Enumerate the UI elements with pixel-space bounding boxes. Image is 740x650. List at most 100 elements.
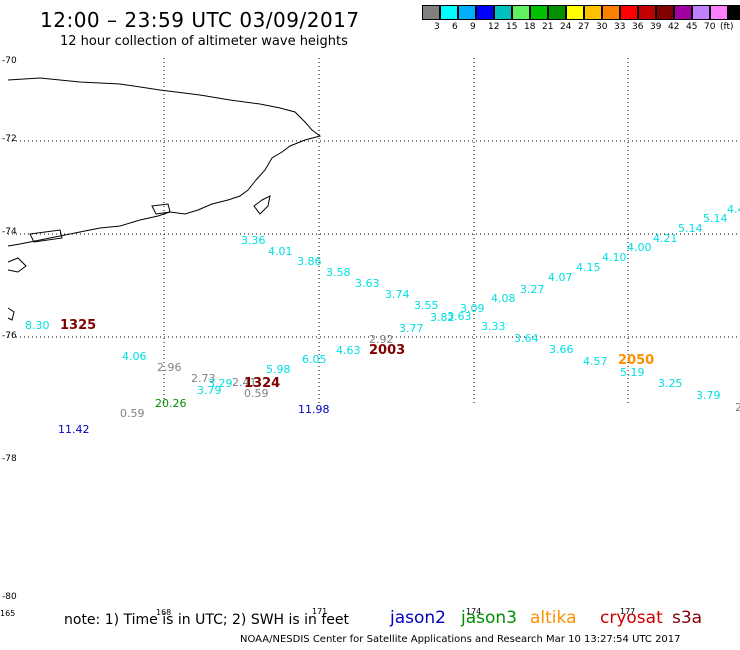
latitude-label: -74 [2,227,17,237]
legend-s3a: s3a [672,608,703,628]
scale-swatch [422,5,440,20]
scale-swatch [620,5,638,20]
wave-height-value: 2.96 [157,361,182,374]
note-text: note: 1) Time is in UTC; 2) SWH is in fe… [64,612,350,628]
wave-height-value: 3.09 [460,302,485,315]
wave-height-value: 6.05 [302,353,327,366]
latitude-label: -78 [2,454,17,464]
wave-height-value: 3.33 [481,320,506,333]
wave-height-value: 4.21 [653,232,678,245]
longitude-label: 171 [312,607,328,616]
wave-height-value: 3.74 [385,288,410,301]
scale-swatch [440,5,458,20]
wave-height-value: 3.63 [355,277,380,290]
scale-label: 30 [596,22,608,32]
scale-swatch [674,5,692,20]
wave-height-value: 3.58 [326,266,351,279]
longitude-label: 177 [620,607,636,616]
longitude-label: 165 [0,609,16,618]
wave-height-value: 11.42 [58,423,90,436]
color-scale-labels: 3 6 9 12 15 18 21 24 27 30 33 36 39 42 45 70 (ft) [422,22,740,34]
scale-label: (ft) [720,22,734,32]
scale-swatch [476,5,494,20]
wave-height-value: 3.25 [658,377,683,390]
scale-swatch [494,5,512,20]
wave-height-value: 5.19 [620,366,645,379]
longitude-label: 168 [156,608,172,617]
scale-swatch [728,5,740,20]
map-title: 12:00 – 23:59 UTC 03/09/2017 [40,8,360,32]
scale-label: 70 [704,22,716,32]
wave-height-value: 5.14 [703,212,728,225]
wave-height-value: 3.79 [197,384,222,397]
map-subtitle: 12 hour collection of altimeter wave hei… [60,34,348,49]
wave-height-value: 3.29 [208,377,233,390]
legend-altika: altika [530,608,577,628]
scale-swatch [584,5,602,20]
scale-label: 21 [542,22,554,32]
scale-swatch [548,5,566,20]
wave-height-value: 0.59 [120,407,145,420]
scale-label: 42 [668,22,680,32]
pass-time-label: 1325 [60,318,97,333]
coastline [7,77,322,321]
footer-credit: NOAA/NESDIS Center for Satellite Applica… [240,634,681,645]
wave-height-value: 2 [735,401,740,414]
scale-swatch [656,5,674,20]
wave-height-value: 4.07 [548,271,573,284]
wave-height-value: 3.82 [430,311,455,324]
latitude-label: -80 [2,592,17,602]
wave-height-value: 4.4 [727,203,740,216]
latitude-label: -72 [2,134,17,144]
scale-swatch [692,5,710,20]
scale-label: 9 [470,22,476,32]
scale-swatch [530,5,548,20]
wave-height-value: 4.00 [627,241,652,254]
scale-label: 24 [560,22,572,32]
scale-label: 27 [578,22,590,32]
scale-label: 3 [434,22,440,32]
longitude-label: 174 [466,607,482,616]
wave-height-value: 3.27 [520,283,545,296]
wave-height-value: 0.59 [244,387,269,400]
scale-label: 15 [506,22,518,32]
latitude-label: -70 [2,56,17,66]
scale-label: 33 [614,22,626,32]
scale-label: 45 [686,22,698,32]
wave-height-value: 4.15 [576,261,601,274]
pass-time-label: 2050 [618,353,655,368]
wave-height-value: 3.36 [241,234,266,247]
wave-height-value: 4.08 [491,292,516,305]
scale-swatch [512,5,530,20]
wave-height-value: 4.06 [122,350,147,363]
wave-height-value: 5.14 [678,222,703,235]
color-scale [422,5,740,20]
scale-swatch [638,5,656,20]
wave-height-value: 4.10 [602,251,627,264]
scale-label: 39 [650,22,662,32]
wave-height-value: 3.86 [297,255,322,268]
scale-label: 36 [632,22,644,32]
wave-height-value: 4.57 [583,355,608,368]
scale-label: 6 [452,22,458,32]
scale-swatch [458,5,476,20]
wave-height-value: 2.41 [232,376,257,389]
scale-label: 12 [488,22,500,32]
wave-height-value: 5.98 [266,363,291,376]
legend-jason3: jason3 [461,608,517,628]
wave-height-value: 4.63 [336,344,361,357]
scale-label: 18 [524,22,536,32]
wave-height-value: 3.63 [447,310,472,323]
legend-jason2: jason2 [390,608,446,628]
wave-height-value: 2.73 [191,372,216,385]
latitude-label: -76 [2,331,17,341]
wave-height-value: 20.26 [155,397,187,410]
scale-swatch [602,5,620,20]
wave-height-value: 3.77 [399,322,424,335]
pass-time-label: 2003 [369,343,406,358]
wave-height-value: 3.79 [696,389,721,402]
scale-swatch [710,5,728,20]
wave-height-value: 4.01 [268,245,293,258]
pass-time-label: 1324 [244,376,281,391]
